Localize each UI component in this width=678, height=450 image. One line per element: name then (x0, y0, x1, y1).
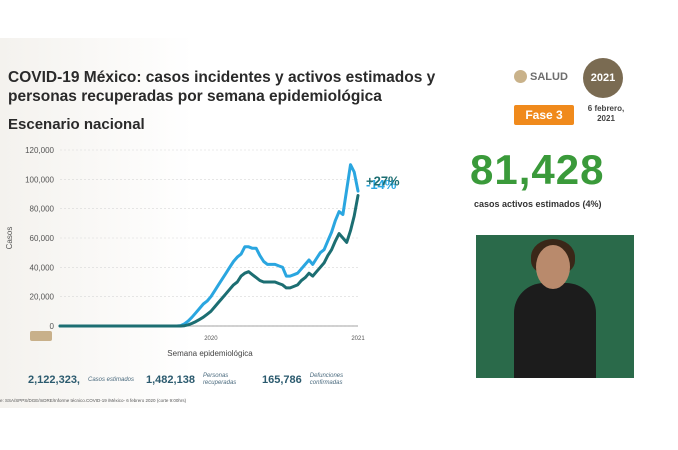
y-tick-label: 60,000 (30, 234, 55, 243)
series-line-1 (58, 163, 360, 328)
salud-logo: SALUD (514, 70, 568, 83)
stat-deaths: 165,786 Defunciones confirmadas (258, 371, 370, 389)
thumbnail-icons (30, 331, 52, 341)
x-axis-label: Semana epidemiológica (167, 349, 253, 358)
stat-recovered: 1,482,138 Personas recuperadas (142, 371, 254, 389)
series-line-2 (58, 194, 360, 328)
active-cases-caption: casos activos estimados (4%) (474, 199, 602, 209)
interpreter-body (514, 283, 596, 378)
annotation-label: -14% (366, 177, 397, 192)
y-tick-label: 80,000 (30, 205, 55, 214)
stat-deaths-value: 165,786 (262, 374, 302, 386)
stat-deaths-label: Defunciones confirmadas (309, 373, 344, 386)
y-axis-label: Casos (5, 227, 14, 250)
stat-estimated-label: Casos estimados (88, 376, 135, 383)
seal-icon (514, 70, 527, 83)
chart-subtitle: Escenario nacional (8, 116, 145, 133)
slide: COVID-19 México: casos incidentes y acti… (0, 38, 646, 408)
y-tick-label: 100,000 (25, 175, 54, 184)
salud-logo-text: SALUD (530, 70, 568, 83)
y-tick-label: 0 (50, 322, 55, 331)
y-tick-label: 120,000 (25, 146, 54, 155)
x-tick-label: 2020 (204, 336, 218, 342)
source-footer: e: SSA/SPPS/DGE/InDRE/Informe técnico.CO… (0, 398, 187, 403)
annotation-label: +27% (366, 173, 400, 188)
year-logo-text: 2021 (590, 72, 616, 84)
year-2021-logo: 2021 (583, 58, 623, 98)
stat-recovered-label: Personas recuperadas (202, 373, 237, 386)
stat-recovered-value: 1,482,138 (146, 374, 195, 386)
x-tick-label: 2021 (351, 336, 365, 342)
y-tick-label: 20,000 (30, 293, 55, 302)
y-tick-label: 40,000 (30, 263, 55, 272)
stat-estimated-value: 2,122,323, (28, 374, 80, 386)
stat-estimated-cases: 2,122,323, Casos estimados (24, 371, 138, 389)
report-date: 6 febrero, 2021 (587, 104, 625, 123)
active-cases-number: 81,428 (470, 146, 605, 193)
line-chart: 120,000 100,000 80,000 60,000 40,000 20,000 0 C… (5, 146, 400, 358)
interpreter-video (476, 235, 634, 378)
interpreter-head (536, 245, 570, 289)
phase-badge: Fase 3 (514, 105, 574, 125)
chart-title: COVID-19 México: casos incidentes y acti… (8, 69, 436, 105)
